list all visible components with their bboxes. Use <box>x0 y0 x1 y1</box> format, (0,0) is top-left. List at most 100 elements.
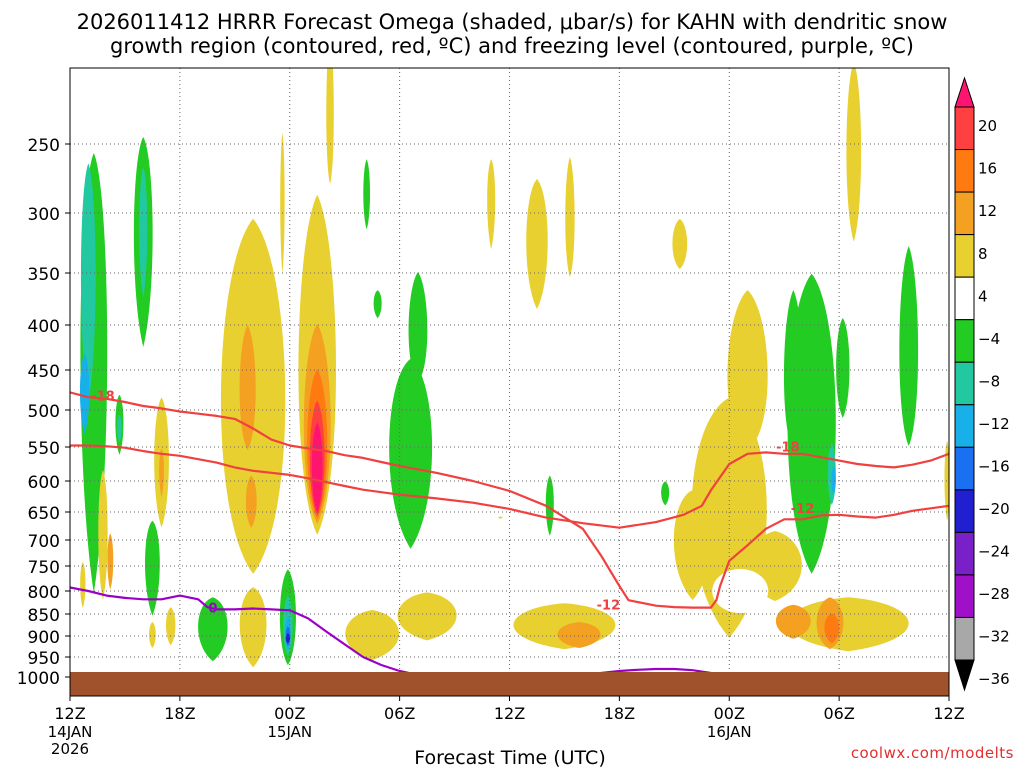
y-tick-label: 650 <box>28 504 60 524</box>
colorbar-swatch <box>954 149 975 193</box>
y-tick-label: 250 <box>28 136 60 156</box>
x-tick-label: 06Z <box>384 704 415 723</box>
y-tick-label: 850 <box>28 606 60 626</box>
y-tick-label: 500 <box>28 402 60 422</box>
omega-shade-region <box>389 358 433 549</box>
colorbar-label: 16 <box>978 160 997 178</box>
omega-shade-region <box>311 422 323 513</box>
omega-shade-region <box>672 219 688 269</box>
y-tick-label: 450 <box>28 362 60 382</box>
omega-shade-region <box>408 272 428 382</box>
y-tick-label: 600 <box>28 473 60 493</box>
omega-shade-region <box>899 246 919 446</box>
contour-label: -12 <box>597 599 621 614</box>
colorbar-swatch <box>954 276 975 321</box>
colorbar-label: −8 <box>978 372 1000 390</box>
colorbar-top-triangle <box>954 76 975 108</box>
colorbar-label: −28 <box>978 585 1010 603</box>
omega-shade-region <box>727 290 768 450</box>
omega-shade-region <box>145 520 160 616</box>
omega-shade-region <box>545 475 554 536</box>
colorbar: 20 16 12 8 4 −4 −8 −12 −16 −20 −24 −28 −32 −36 <box>954 76 1010 692</box>
omega-shade-region <box>79 354 90 434</box>
chart-title-line2: growth region (contoured, red, ºC) and f… <box>110 34 914 58</box>
omega-shade-region <box>673 490 712 600</box>
colorbar-label: 4 <box>978 287 988 305</box>
y-tick-label: 900 <box>28 628 60 648</box>
omega-shade-region <box>373 290 382 319</box>
colorbar-bottom-triangle <box>954 659 975 692</box>
omega-shade-region <box>526 179 548 309</box>
omega-shade-region <box>280 133 285 273</box>
omega-shade-region <box>846 68 862 242</box>
colorbar-label: −16 <box>978 457 1010 475</box>
omega-shade-region <box>245 475 257 528</box>
colorbar-swatch <box>954 106 975 151</box>
y-tick-label: 800 <box>28 583 60 603</box>
colorbar-swatch <box>954 489 975 533</box>
omega-shade-region <box>661 481 670 506</box>
omega-shade-region <box>345 610 399 660</box>
x-tick-label: 12Z <box>933 704 964 723</box>
y-tick-label: 300 <box>28 205 60 225</box>
colorbar-label: −20 <box>978 500 1010 518</box>
colorbar-label: −32 <box>978 628 1010 646</box>
x-tick-label: 06Z <box>823 704 854 723</box>
y-tick-label: 400 <box>28 317 60 337</box>
credit-text: coolwx.com/modelts <box>850 744 1014 762</box>
y-axis-ticks: 2503003504004505005506006507007508008509… <box>17 136 70 689</box>
y-tick-label: 950 <box>28 649 60 669</box>
omega-shade-region <box>831 466 836 495</box>
x-tick-label: 12Z <box>494 704 525 723</box>
contour-label: 0 <box>208 601 217 616</box>
colorbar-label: 8 <box>978 245 988 263</box>
omega-shade-region <box>166 607 176 646</box>
omega-shade-region <box>712 569 769 613</box>
contours: -18 -18 -12 -12 0 <box>70 389 949 679</box>
y-tick-label: 350 <box>28 265 60 285</box>
colorbar-swatch <box>954 191 975 236</box>
contour-line--12 <box>70 391 949 609</box>
omega-shade-region <box>557 622 601 648</box>
colorbar-swatch <box>954 446 975 491</box>
omega-shade-region <box>80 562 86 608</box>
x-tick-label: 18Z <box>604 704 635 723</box>
colorbar-swatch <box>954 616 975 661</box>
omega-shade-region <box>487 159 496 250</box>
y-tick-label: 1000 <box>17 669 60 689</box>
omega-shade-region <box>565 157 575 277</box>
contour-line-0 <box>70 586 437 679</box>
y-tick-label: 700 <box>28 532 60 552</box>
omega-shade-region <box>239 325 256 450</box>
omega-shade-region <box>139 167 148 297</box>
x-tick-label: 00Z <box>274 704 305 723</box>
x-tick-sublabel: 14JAN <box>48 723 93 741</box>
x-tick-sublabel: 15JAN <box>267 723 312 741</box>
x-tick-sublabel: 16JAN <box>707 723 752 741</box>
x-tick-sublabel: 2026 <box>51 740 89 758</box>
contour-label: -18 <box>91 389 115 404</box>
omega-shade-region <box>98 470 108 600</box>
omega-shade-region <box>824 613 840 644</box>
omega-shading <box>79 68 949 668</box>
omega-shade-region <box>198 597 228 662</box>
ground-terrain <box>70 672 949 696</box>
colorbar-swatch <box>954 574 975 618</box>
colorbar-label: −12 <box>978 415 1010 433</box>
contour-line--18 <box>70 444 949 529</box>
omega-shade-region <box>149 622 156 648</box>
x-tick-label: 18Z <box>164 704 195 723</box>
colorbar-label: −24 <box>978 543 1010 561</box>
colorbar-swatch <box>954 361 975 406</box>
chart-title-line1: 2026011412 HRRR Forecast Omega (shaded, … <box>76 10 948 34</box>
y-tick-label: 750 <box>28 558 60 578</box>
omega-shade-region <box>787 597 909 652</box>
colorbar-label: −4 <box>978 330 1000 348</box>
omega-shade-region <box>326 68 334 184</box>
omega-shade-region <box>775 604 811 639</box>
omega-shade-region <box>397 592 457 641</box>
omega-shade-region <box>107 533 114 590</box>
omega-shade-region <box>498 516 503 519</box>
